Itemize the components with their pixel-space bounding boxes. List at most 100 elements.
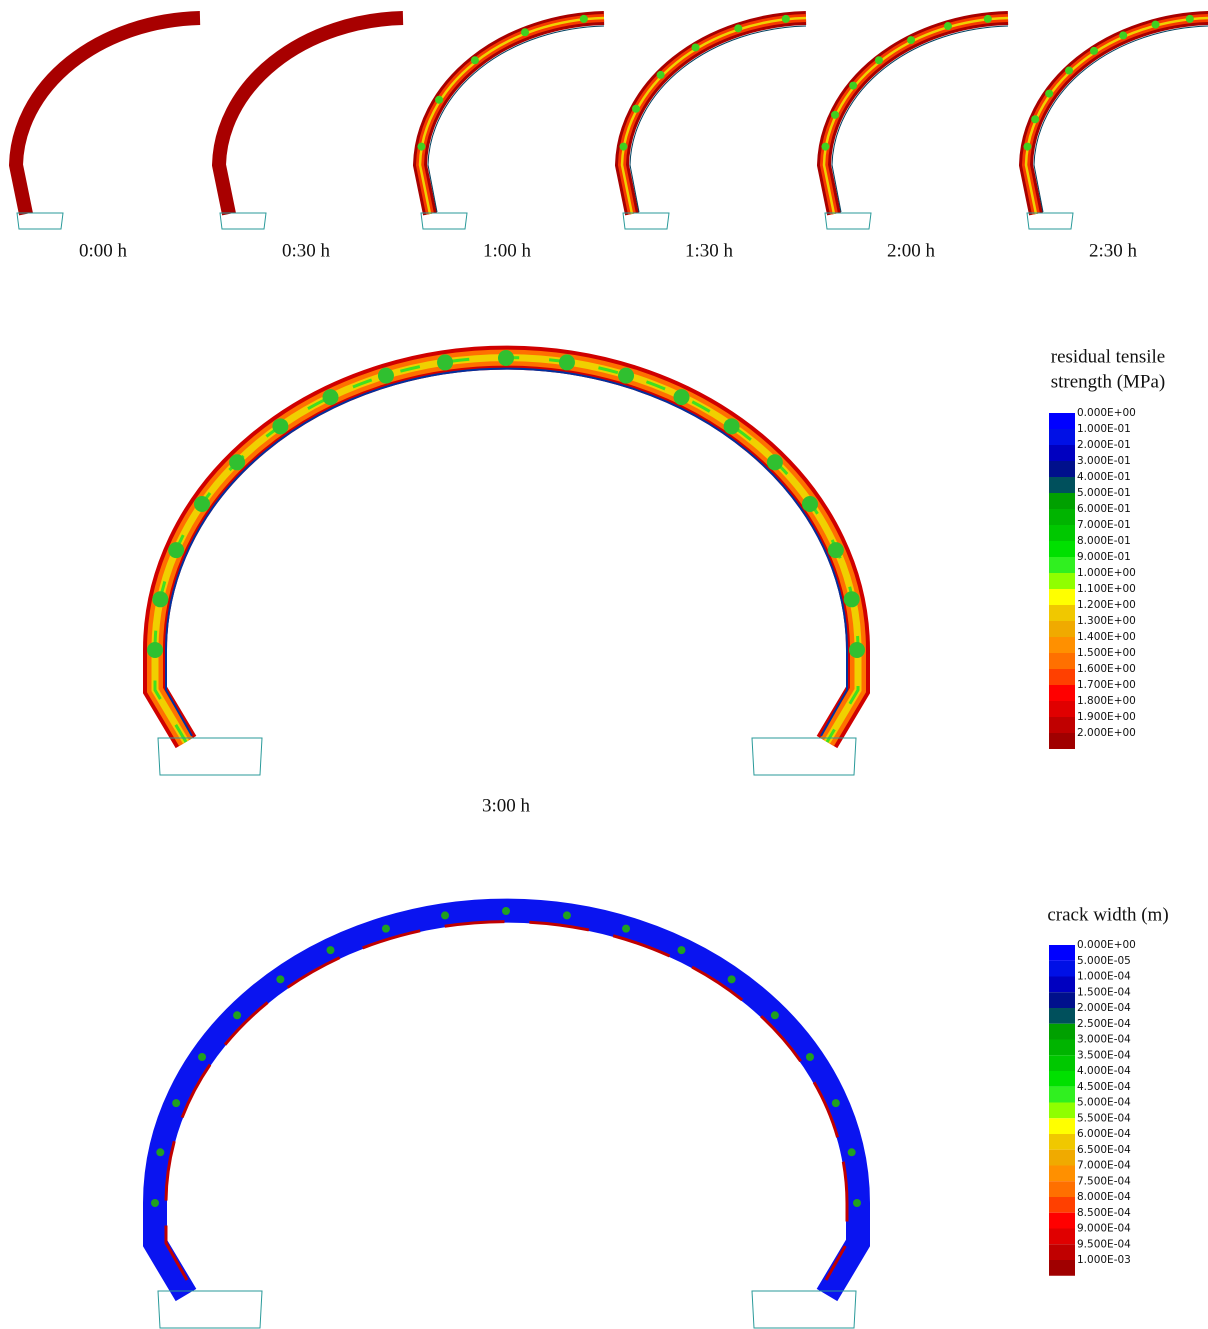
contour-spot [1090, 47, 1098, 55]
legend-swatch [1049, 477, 1075, 493]
lining [16, 18, 200, 214]
legend-swatch [1049, 717, 1075, 733]
contour-spot [782, 15, 790, 23]
contour-spot [151, 1199, 159, 1207]
legend-label: 7.000E-04 [1077, 1160, 1131, 1172]
legend-title: residual tensile [1051, 346, 1166, 367]
legend-swatch [1049, 1008, 1075, 1024]
contour-spot [417, 143, 425, 151]
legend-swatch [1049, 509, 1075, 525]
contour-spot [323, 389, 339, 405]
legend-swatch [1049, 685, 1075, 701]
legend-swatch [1049, 1040, 1075, 1056]
legend-swatch [1049, 413, 1075, 429]
contour-spot [767, 454, 783, 470]
snapshot: 2:30 h [1023, 15, 1208, 261]
legend-swatch [1049, 977, 1075, 993]
legend-swatch [1049, 429, 1075, 445]
legend-label: 4.500E-04 [1077, 1081, 1131, 1093]
legend-label: 6.500E-04 [1077, 1144, 1131, 1156]
contour-spot [678, 946, 686, 954]
contour-spot [619, 143, 627, 151]
contour-spot [848, 1148, 856, 1156]
legend-swatch [1049, 1071, 1075, 1087]
legend-label: 1.500E+00 [1077, 647, 1136, 659]
contour-spot [849, 82, 857, 90]
footing [1027, 213, 1073, 229]
time-label: 1:30 h [685, 240, 734, 261]
time-label: 2:30 h [1089, 240, 1138, 261]
legend-label: 1.600E+00 [1077, 663, 1136, 675]
snapshot: 1:30 h [619, 15, 806, 261]
legend-swatch [1049, 1260, 1075, 1276]
legend-label: 8.500E-04 [1077, 1207, 1131, 1219]
lining [155, 911, 858, 1295]
legend-swatch [1049, 945, 1075, 961]
contour-spot [831, 111, 839, 119]
contour-spot [233, 1011, 241, 1019]
contour-spot [276, 975, 284, 983]
legend-swatch [1049, 493, 1075, 509]
contour-spot [471, 56, 479, 64]
contour-spot [559, 354, 575, 370]
contour-spot [802, 496, 818, 512]
contour-spot [152, 591, 168, 607]
contour-spot [724, 418, 740, 434]
legend-swatch [1049, 1134, 1075, 1150]
legend-swatch [1049, 1103, 1075, 1119]
footing [825, 213, 871, 229]
lining-band [420, 18, 604, 214]
legend-label: 9.000E-04 [1077, 1223, 1131, 1235]
legend-label: 1.800E+00 [1077, 695, 1136, 707]
legend-swatch [1049, 1244, 1075, 1260]
legend-swatch [1049, 1197, 1075, 1213]
legend-swatch [1049, 1166, 1075, 1182]
contour-spot [1045, 90, 1053, 98]
contour-spot [147, 642, 163, 658]
legend-label: 1.200E+00 [1077, 599, 1136, 611]
legend-swatch [1049, 573, 1075, 589]
contour-spot [382, 925, 390, 933]
contour-spot [441, 911, 449, 919]
legend-label: 0.000E+00 [1077, 407, 1136, 419]
contour-spot [156, 1148, 164, 1156]
legend-label: 4.000E-04 [1077, 1065, 1131, 1077]
inner-edge [630, 26, 806, 212]
crack-arch [151, 907, 861, 1328]
contour-spot [853, 1199, 861, 1207]
legend-label: 3.500E-04 [1077, 1049, 1131, 1061]
legend-label: 1.000E-03 [1077, 1254, 1131, 1266]
legend-swatch [1049, 701, 1075, 717]
lining-band [420, 18, 604, 214]
legend-label: 6.000E-01 [1077, 503, 1131, 515]
legend-swatch [1049, 1150, 1075, 1166]
legend-label: 1.700E+00 [1077, 679, 1136, 691]
lining [155, 358, 858, 742]
legend-label: 5.000E-01 [1077, 487, 1131, 499]
legend-label: 1.000E-04 [1077, 971, 1131, 983]
legend-label: 1.000E-01 [1077, 423, 1131, 435]
contour-spot [1023, 143, 1031, 151]
figure: 0:00 h0:30 h1:00 h1:30 h2:00 h2:30 h3:00… [0, 0, 1208, 1329]
contour-spot [1065, 67, 1073, 75]
legend-label: 2.000E-01 [1077, 439, 1131, 451]
legend-label: 5.000E-05 [1077, 955, 1131, 967]
legend-label: 1.300E+00 [1077, 615, 1136, 627]
legend-label: 3.000E-04 [1077, 1034, 1131, 1046]
contour-spot [849, 642, 865, 658]
legend-label: 6.000E-04 [1077, 1128, 1131, 1140]
legend-swatch [1049, 1024, 1075, 1040]
legend-label: 1.500E-04 [1077, 986, 1131, 998]
contour-spot [692, 43, 700, 51]
legend-swatch [1049, 669, 1075, 685]
legend-label: 9.500E-04 [1077, 1238, 1131, 1250]
legend-label: 5.000E-04 [1077, 1097, 1131, 1109]
contour-spot [832, 1099, 840, 1107]
contour-spot [502, 907, 510, 915]
legend-swatch [1049, 1118, 1075, 1134]
strength-arch [147, 350, 865, 775]
legend-swatch [1049, 621, 1075, 637]
legend-swatch [1049, 605, 1075, 621]
inner-edge [1034, 26, 1208, 212]
footing [752, 1291, 856, 1328]
